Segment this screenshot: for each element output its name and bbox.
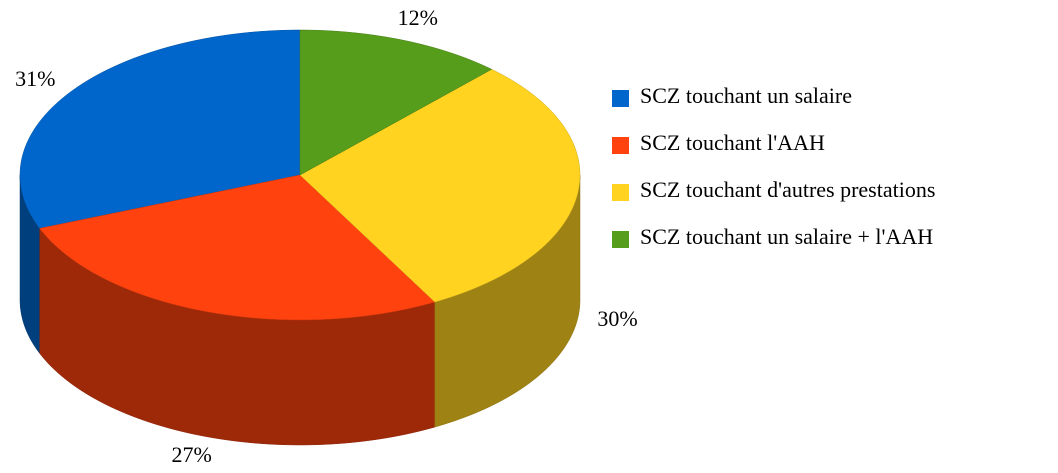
data-label: 12% [398, 5, 438, 30]
legend-label: SCZ touchant un salaire + l'AAH [640, 224, 933, 249]
pie-slice [299, 29, 493, 176]
legend-label: SCZ touchant l'AAH [640, 130, 825, 155]
legend-swatch [612, 90, 629, 107]
legend-swatch [612, 137, 629, 154]
data-label: 27% [171, 442, 211, 467]
pie-slice [19, 29, 301, 229]
pie-slice [39, 174, 436, 321]
legend-label: SCZ touchant un salaire [640, 83, 852, 108]
legend-swatch [612, 231, 629, 248]
data-label: 30% [597, 306, 637, 331]
legend-label: SCZ touchant d'autres prestations [640, 177, 935, 202]
pie-slice [299, 69, 581, 303]
legend-swatch [612, 184, 629, 201]
data-label: 31% [15, 66, 55, 91]
